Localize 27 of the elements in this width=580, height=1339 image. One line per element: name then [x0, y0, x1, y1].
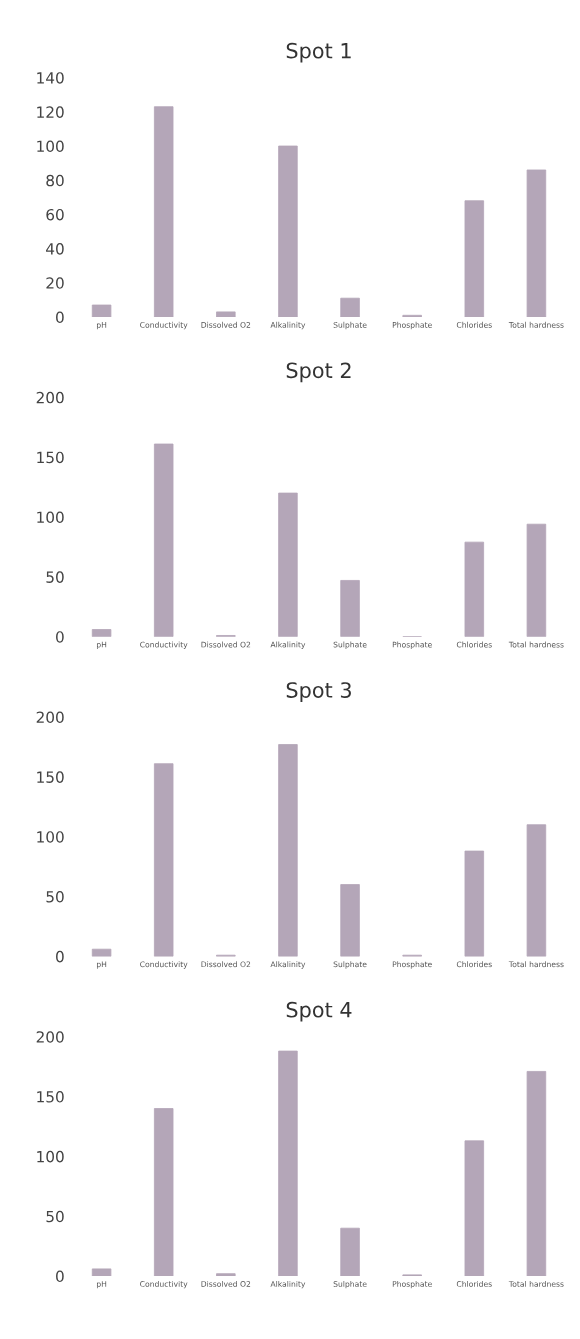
y-tick-label: 50	[46, 571, 64, 583]
y-tick-label: 0	[56, 631, 64, 643]
y-tick-label: 200	[36, 391, 64, 404]
y-tick-label: 50	[46, 891, 64, 903]
y-tick-label: 20	[46, 277, 64, 289]
y-tick-label: 40	[46, 243, 64, 255]
y-tick-label: 60	[46, 208, 64, 221]
y-tick-label: 0	[56, 1270, 64, 1283]
chart-title: Spot 4	[286, 1001, 352, 1022]
y-tick-label: 100	[37, 140, 64, 153]
y-tick-label: 50	[46, 1210, 64, 1223]
y-tick-label: 100	[37, 511, 64, 524]
y-tick-label: 150	[37, 771, 64, 783]
y-tick-label: 200	[36, 1031, 64, 1043]
y-tick-label: 0	[56, 950, 64, 963]
chart-title: Spot 2	[286, 362, 351, 383]
y-tick-label: 150	[37, 451, 64, 464]
y-tick-label: 140	[37, 72, 64, 84]
y-tick-label: 120	[37, 106, 64, 118]
y-tick-label: 200	[36, 711, 64, 724]
y-tick-label: 100	[37, 831, 64, 843]
y-tick-label: 0	[56, 311, 64, 324]
y-tick-label: 80	[46, 174, 64, 187]
chart-title: Spot 1	[286, 42, 351, 63]
chart-title: Spot 3	[286, 682, 351, 702]
y-tick-label: 150	[37, 1091, 64, 1103]
y-tick-label: 100	[37, 1150, 64, 1163]
